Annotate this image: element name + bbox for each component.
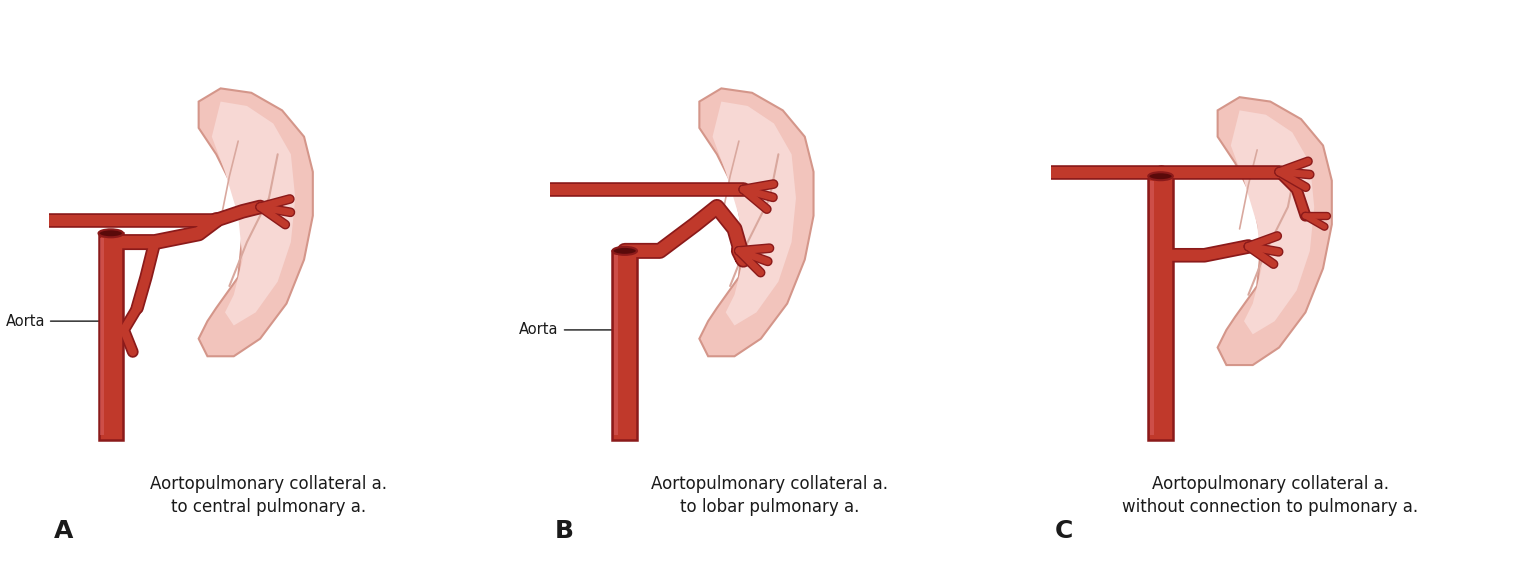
Polygon shape: [1231, 110, 1314, 334]
Bar: [101, 238, 104, 435]
Polygon shape: [713, 101, 796, 325]
Ellipse shape: [1148, 172, 1173, 180]
Polygon shape: [212, 101, 296, 325]
Polygon shape: [198, 88, 312, 356]
FancyBboxPatch shape: [99, 233, 123, 440]
Polygon shape: [1218, 97, 1332, 365]
Ellipse shape: [99, 229, 123, 237]
Text: Aortopulmonary collateral a.
without connection to pulmonary a.: Aortopulmonary collateral a. without con…: [1122, 475, 1419, 516]
Text: B: B: [555, 519, 573, 543]
Text: Aortopulmonary collateral a.
to lobar pulmonary a.: Aortopulmonary collateral a. to lobar pu…: [651, 475, 888, 516]
FancyBboxPatch shape: [613, 251, 637, 440]
Bar: [614, 255, 619, 435]
Bar: [1149, 181, 1154, 435]
Polygon shape: [700, 88, 814, 356]
FancyBboxPatch shape: [1148, 176, 1173, 440]
Ellipse shape: [613, 247, 637, 255]
Text: Aorta: Aorta: [6, 314, 108, 329]
Text: C: C: [1055, 519, 1073, 543]
Text: Aortopulmonary collateral a.
to central pulmonary a.: Aortopulmonary collateral a. to central …: [151, 475, 387, 516]
Text: A: A: [53, 519, 73, 543]
Text: Aorta: Aorta: [520, 323, 622, 337]
